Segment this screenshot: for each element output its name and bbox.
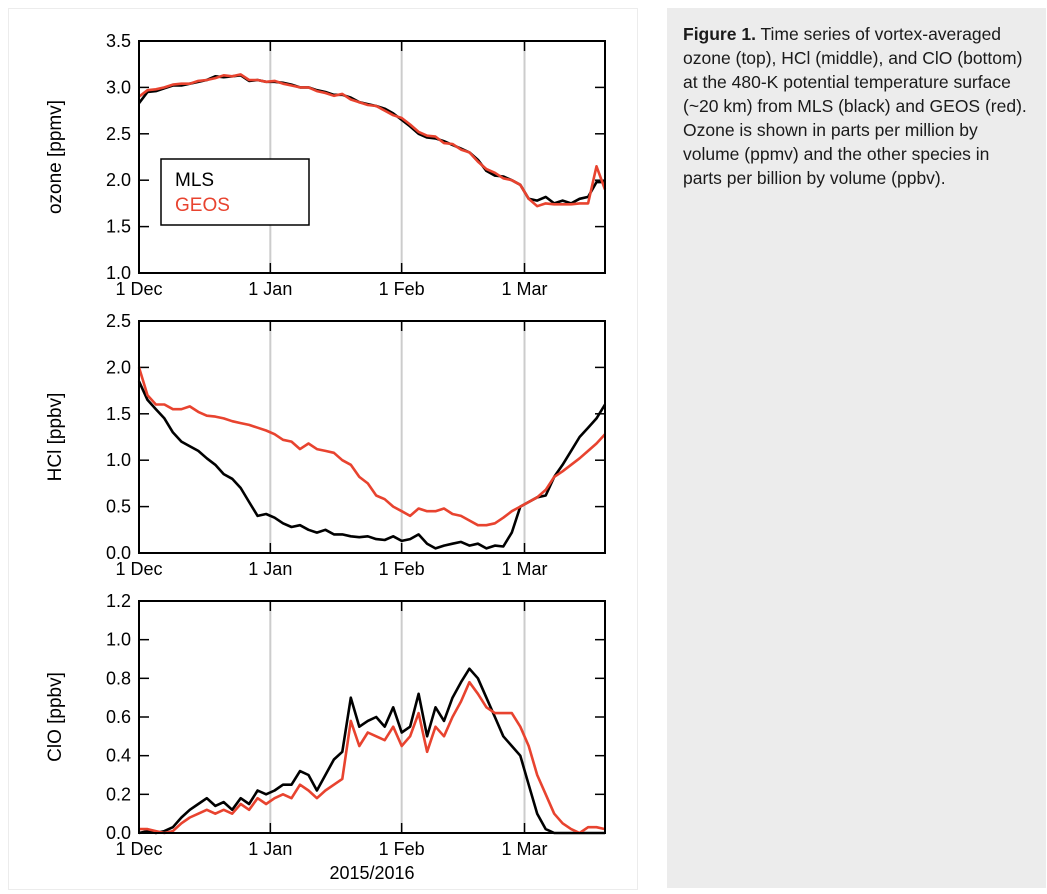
y-axis-label: HCl [ppbv] (45, 393, 66, 482)
y-tick-label: 3.5 (106, 31, 131, 51)
y-tick-label: 1.0 (106, 263, 131, 283)
plot-frame (138, 600, 606, 834)
x-tick-label: 1 Jan (248, 559, 292, 579)
y-tick-label: 2.5 (106, 311, 131, 331)
x-tick-label: 1 Feb (379, 559, 425, 579)
legend-entry: GEOS (175, 195, 230, 216)
y-tick-label: 1.5 (106, 217, 131, 237)
plot-frame (138, 40, 606, 274)
y-tick-label: 0.5 (106, 497, 131, 517)
x-tick-label: 1 Feb (379, 839, 425, 859)
caption-label: Figure 1. (683, 24, 756, 44)
chart-figure: 1.0 1.5 2.0 2.5 3.0 3.5 1 Dec 1 Jan 1 Feb 1 Mar oz… (45, 31, 607, 883)
legend-entry: MLS (175, 170, 214, 191)
figure-panel: 1.0 1.5 2.0 2.5 3.0 3.5 1 Dec 1 Jan 1 Feb 1 Mar oz… (8, 8, 638, 890)
series-line-mls (138, 667, 605, 835)
y-tick-label: 1.0 (106, 630, 131, 650)
y-tick-label: 0.6 (106, 707, 131, 727)
y-tick-label: 3.0 (106, 77, 131, 97)
x-tick-label: 1 Mar (502, 279, 548, 299)
x-tick-label: 1 Dec (115, 279, 162, 299)
series-line-geos (138, 73, 607, 208)
y-tick-label: 1.2 (106, 591, 131, 611)
y-tick-label: 1.5 (106, 404, 131, 424)
y-axis-label: ozone [ppmv] (45, 100, 66, 214)
legend-box (160, 158, 310, 226)
series-line-mls (137, 380, 607, 550)
x-tick-label: 1 Jan (248, 279, 292, 299)
y-tick-label: 2.0 (106, 357, 131, 377)
figure-caption: Figure 1. Time series of vortex-averaged… (683, 22, 1033, 190)
y-tick-label: 2.0 (106, 170, 131, 190)
plot-frame (138, 320, 606, 554)
y-tick-label: 0.2 (106, 784, 131, 804)
y-tick-label: 0.0 (106, 543, 131, 563)
caption-panel: Figure 1. Time series of vortex-averaged… (667, 8, 1046, 888)
x-tick-label: 1 Dec (115, 839, 162, 859)
caption-text: Time series of vortex-averaged ozone (to… (683, 24, 1027, 188)
series-line-geos (137, 367, 606, 527)
x-tick-label: 1 Feb (379, 279, 425, 299)
series-line-geos (139, 680, 606, 835)
y-tick-label: 0.4 (106, 746, 131, 766)
y-tick-label: 0.0 (106, 823, 131, 843)
y-axis-label: ClO [ppbv] (45, 672, 66, 762)
y-tick-label: 1.0 (106, 450, 131, 470)
x-tick-label: 1 Mar (502, 559, 548, 579)
x-tick-label: 1 Jan (248, 839, 292, 859)
y-tick-label: 0.8 (106, 668, 131, 688)
x-axis-label: 2015/2016 (329, 863, 414, 883)
y-tick-label: 2.5 (106, 124, 131, 144)
x-tick-label: 1 Mar (502, 839, 548, 859)
x-tick-label: 1 Dec (115, 559, 162, 579)
